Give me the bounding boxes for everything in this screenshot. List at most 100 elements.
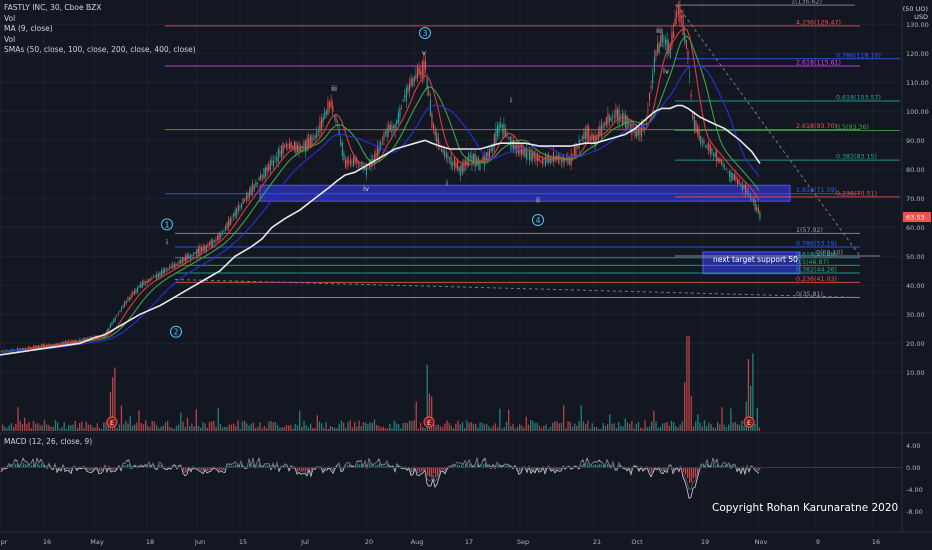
candle-body [532,150,534,160]
volume-bar [435,425,437,431]
candle-body [679,6,681,24]
candle-body [431,113,433,128]
candle-body [525,146,527,160]
volume-bar [389,423,391,431]
candle-body [511,140,513,149]
macd-histogram-bar [599,463,601,468]
volume-bar [323,428,325,431]
grid [0,0,902,532]
candle-body [338,130,340,136]
candle-body [425,60,427,70]
candle-body [503,122,505,136]
candle-body [612,115,614,117]
candle-body [68,340,70,344]
macd-histogram-bar [311,467,313,472]
candle-body [452,162,454,165]
volume-bar [178,424,180,431]
target-zone-label: next target support 50 [713,255,798,264]
volume-bar [112,377,114,431]
candle-body [514,145,516,150]
volume-bar [565,428,567,431]
candle-body [583,131,585,140]
candle-body [693,115,695,130]
candle-body [697,126,699,135]
indicator-vol-2[interactable]: Vol [4,34,16,44]
candle-body [409,83,411,91]
macd-histogram-bar [437,467,439,476]
macd-histogram-bar [69,467,71,470]
volume-bar [98,428,101,431]
indicator-vol[interactable]: Vol [4,13,16,23]
macd-histogram-bar [707,463,709,468]
volume-bar [354,421,356,431]
indicator-ma[interactable]: MA (9, close) [4,24,53,33]
candle-body [549,157,551,164]
candle-body [266,167,268,172]
fib-label: 4.236(129.47) [796,19,841,26]
volume-bar [582,421,585,431]
macd-histogram-bar [697,467,699,474]
macd-histogram-bar [665,467,667,469]
indicator-smas[interactable]: SMAs (50, close, 100, close, 200, close,… [4,45,196,54]
candle-body [37,345,39,348]
macd-histogram-bar [223,467,225,470]
fib-label: 2.618(115.61) [796,60,841,67]
candle-body [255,181,257,187]
time-tick-label: 16 [43,538,51,546]
volume-bar [648,426,651,431]
volume-bar [52,426,54,431]
macd-histogram-bar [357,464,359,468]
symbol-line[interactable]: FASTLY INC, 30, Cboe BZX [4,3,102,12]
candle-body [423,61,425,77]
macd-histogram-bar [331,467,333,469]
candles [1,0,761,353]
macd-label[interactable]: MACD (12, 26, close, 9) [4,437,93,446]
volume-bar [208,422,211,431]
volume-bar [554,421,556,431]
candle-body [42,344,44,348]
candle-body [386,128,388,137]
candle-body [84,338,86,341]
macd-histogram-bar [595,464,597,468]
candle-body [695,120,697,133]
candle-body [172,264,174,269]
wave-label: i [510,97,512,105]
candle-body [589,136,591,138]
candle-body [253,185,255,190]
candle-body [21,348,23,350]
volume-bar [758,427,761,431]
volume-bar [369,422,371,431]
volume-bar [217,407,219,431]
macd-histogram-bar [161,465,163,468]
macd-histogram-bar [471,465,473,468]
volume-bar [719,424,721,431]
volume-bar [310,423,312,431]
candle-body [594,135,596,147]
macd-histogram-bar [229,465,231,468]
candle-body [442,149,444,153]
macd-histogram-bar [701,466,703,468]
volume-bar [303,420,305,431]
candle-body [545,154,547,166]
volume-bar [46,424,48,431]
candle-body [743,185,745,189]
volume-bar [587,420,589,431]
candle-body [749,194,751,197]
candle-body [463,161,465,172]
macd-histogram-bar [715,465,717,468]
candle-body [466,160,468,165]
candle-body [756,207,758,211]
volume-bar [268,421,270,431]
volume-bar [131,425,134,431]
candle-body [303,142,305,149]
price-tick-label: 100.00 [906,108,929,116]
copyright-text: Copyright Rohan Karunaratne 2020 [712,502,898,514]
fib-label: 0.5(46.87) [796,259,829,266]
volume-bar [754,423,756,431]
time-tick-label: Jun [194,538,205,546]
macd-histogram-bar [373,466,375,468]
volume-bar [547,428,549,431]
candle-body [135,289,137,294]
macd-histogram-bar [673,467,675,471]
